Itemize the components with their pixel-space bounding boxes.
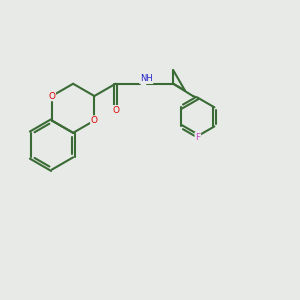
Text: NH: NH: [140, 74, 153, 83]
Text: O: O: [91, 116, 98, 125]
Text: O: O: [48, 92, 56, 100]
Text: F: F: [195, 133, 200, 142]
Text: O: O: [112, 106, 119, 115]
